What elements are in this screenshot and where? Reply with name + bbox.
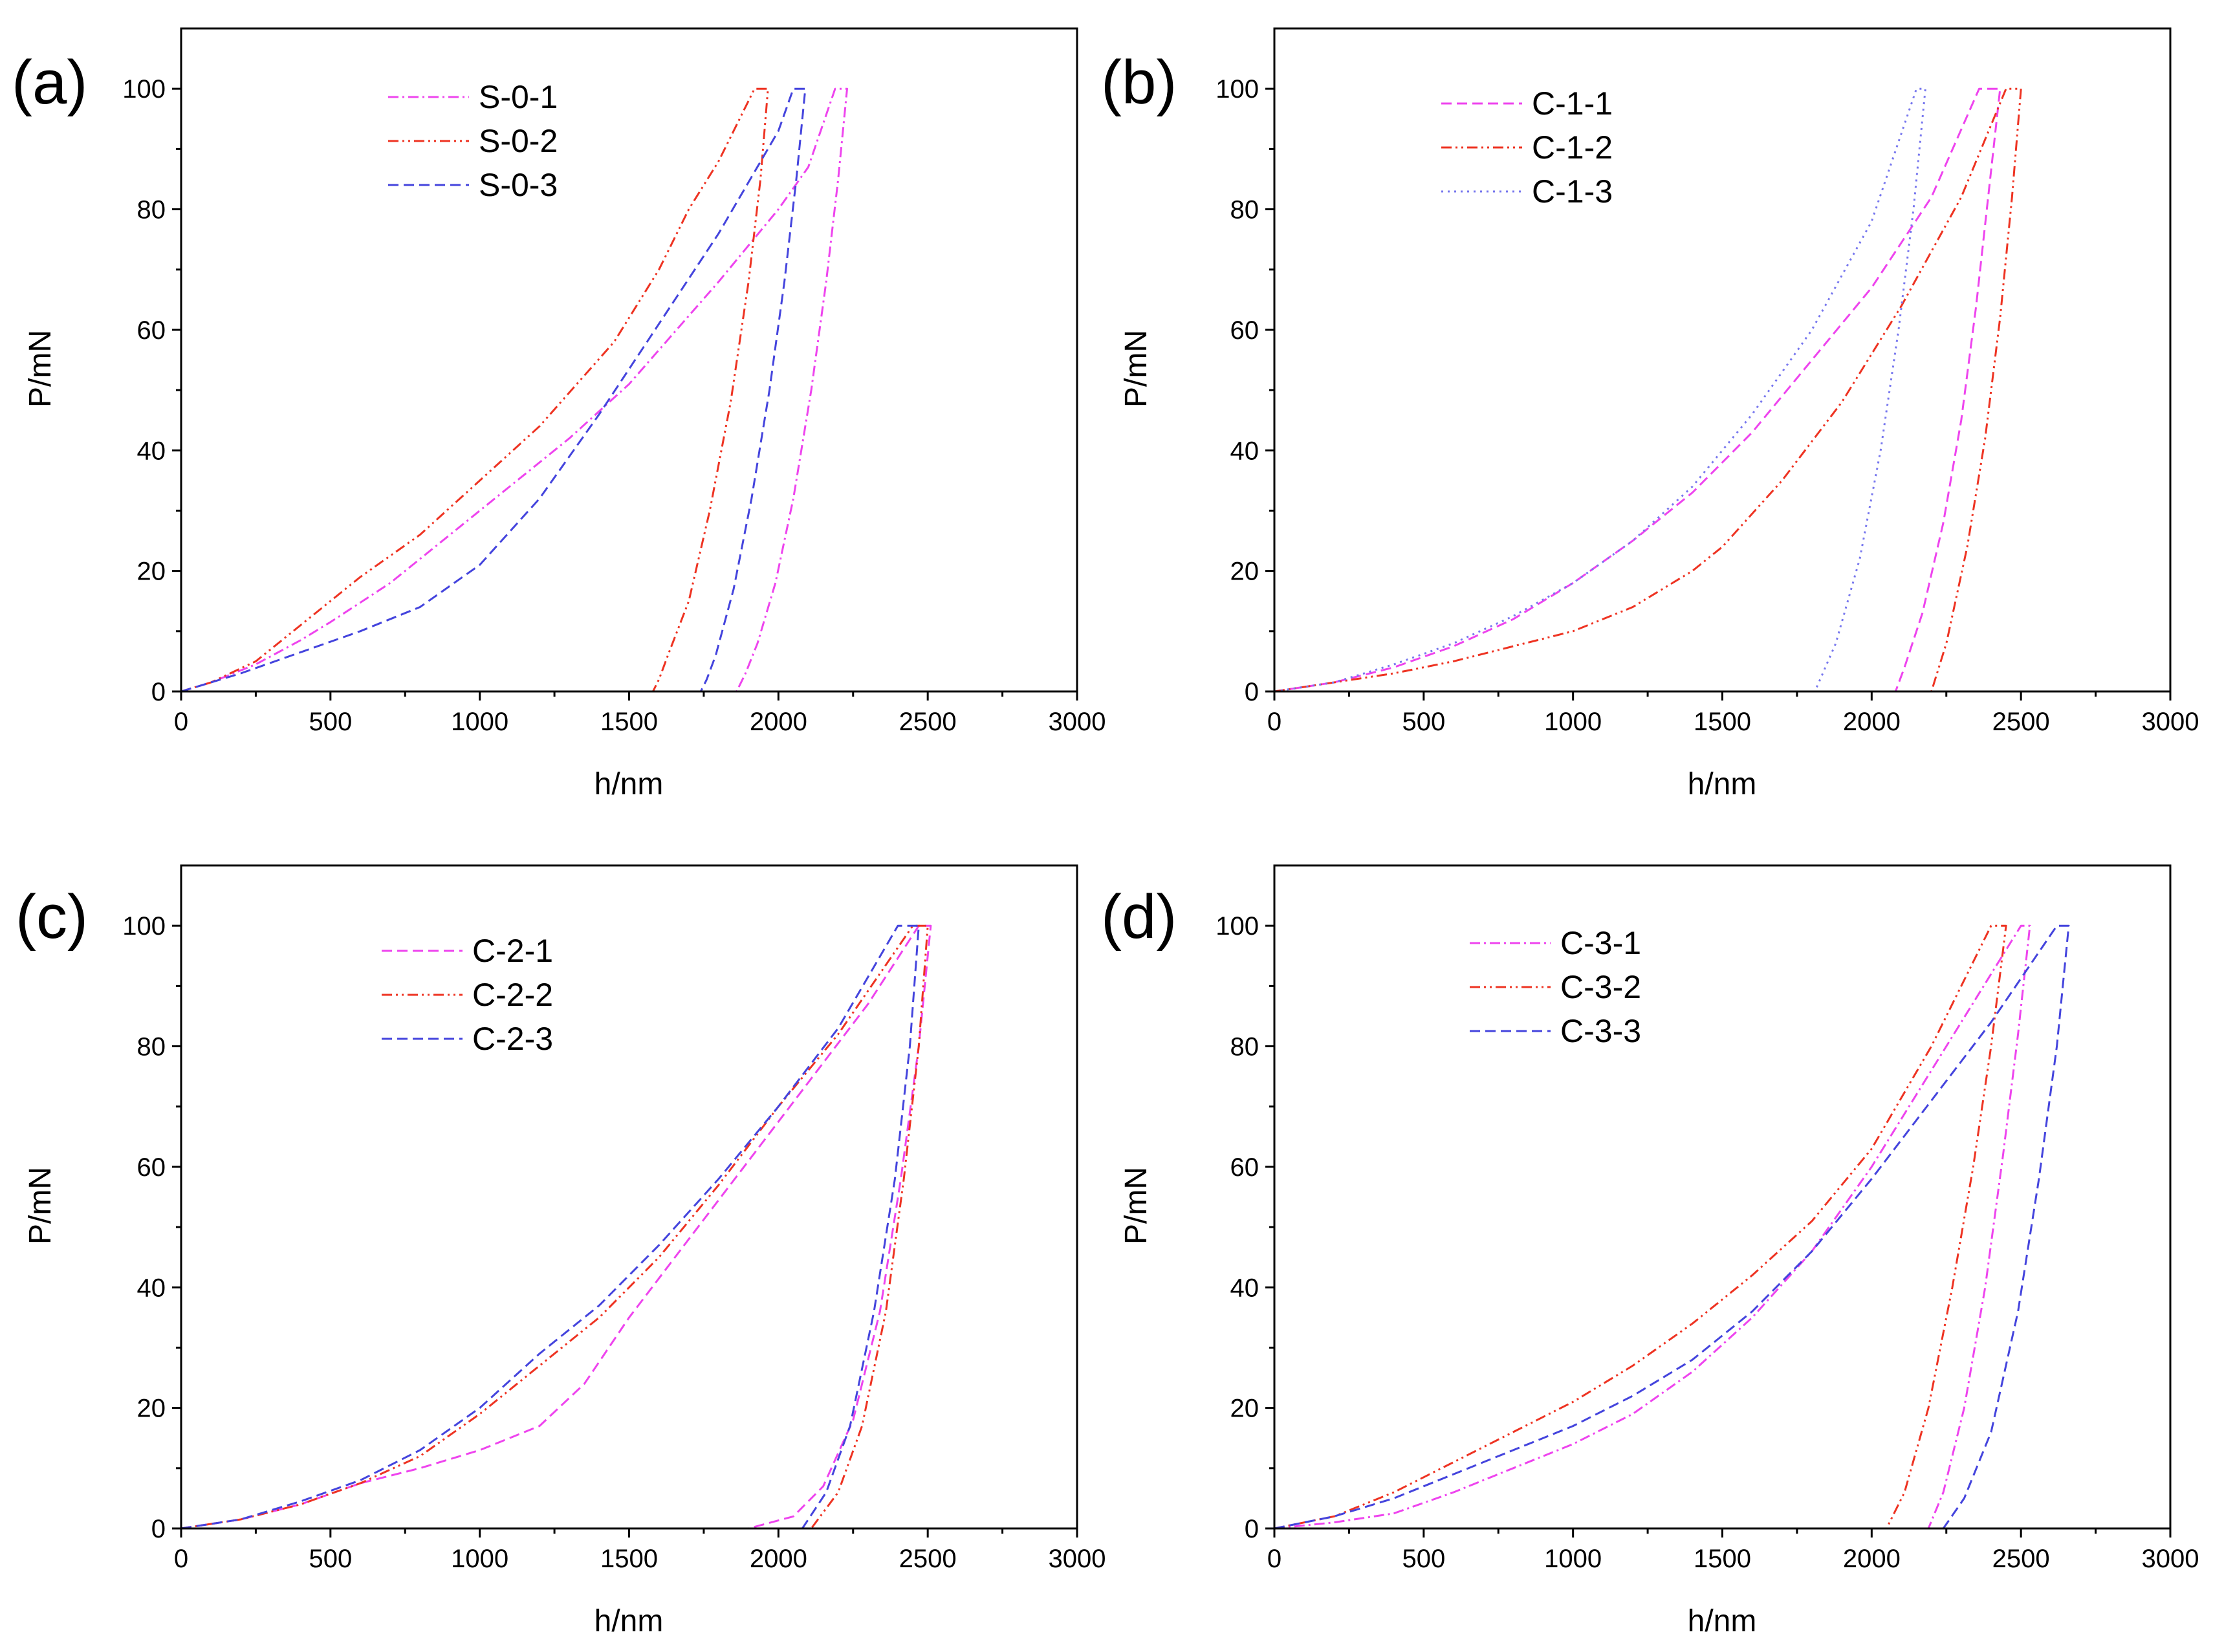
legend-label-S-0-3: S-0-3 [479,167,558,203]
panel-label: (c) [16,882,88,951]
x-tick-label: 1500 [1694,1545,1751,1573]
x-axis-title: h/nm [594,1604,664,1638]
x-tick-label: 500 [1402,1545,1445,1573]
y-tick-label: 100 [1216,75,1259,103]
series-line-S-0-3 [180,87,807,693]
y-tick-label: 40 [1230,1274,1259,1302]
y-tick-label: 60 [1230,316,1259,345]
series-line-C-3-3 [1274,924,2070,1530]
y-tick-label: 20 [137,558,166,586]
panel-3: 0 500 1000 1500 2000 2500 3000 0 20 40 60 80 100 h/nm… [1101,864,2199,1638]
y-tick-label: 0 [151,1515,166,1543]
y-tick-label: 80 [1230,1033,1259,1061]
x-tick-label: 2500 [899,708,957,736]
y-tick-label: 0 [151,678,166,706]
x-tick-label: 3000 [1049,708,1106,736]
legend-label-C-1-2: C-1-2 [1532,129,1613,166]
x-tick-label: 3000 [2142,1545,2199,1573]
x-tick-label: 1500 [1694,708,1751,736]
panel-label: (d) [1101,882,1177,951]
x-tick-label: 1000 [451,708,508,736]
x-tick-label: 2500 [1992,1545,2050,1573]
x-tick-label: 0 [1267,708,1281,736]
y-axis-title: P/mN [23,330,58,408]
x-tick-label: 1000 [451,1545,508,1573]
x-axis-title: h/nm [594,767,664,801]
x-tick-label: 2000 [1843,1545,1901,1573]
y-tick-label: 0 [1245,1515,1259,1543]
x-tick-label: 0 [174,708,188,736]
series-line-C-2-2 [180,924,929,1530]
y-tick-label: 100 [1216,912,1259,940]
y-tick-label: 60 [137,1153,166,1182]
x-tick-label: 1500 [600,1545,658,1573]
x-tick-label: 1000 [1544,708,1602,736]
y-tick-label: 20 [137,1395,166,1423]
series-line-C-2-3 [180,924,920,1530]
y-tick-label: 80 [1230,196,1259,224]
plot-frame [1273,27,2172,693]
series-line-C-1-1 [1274,87,2001,693]
x-tick-label: 1000 [1544,1545,1602,1573]
x-tick-label: 0 [1267,1545,1281,1573]
legend-label-C-2-1: C-2-1 [472,933,553,969]
y-axis-title: P/mN [23,1167,58,1244]
legend-label-S-0-1: S-0-1 [479,79,558,115]
series-line-C-1-2 [1274,87,2022,693]
y-tick-label: 20 [1230,558,1259,586]
panel-label: (b) [1101,48,1177,117]
x-tick-label: 2000 [1843,708,1901,736]
legend-label-C-2-3: C-2-3 [472,1021,553,1057]
panel-0: 0 500 1000 1500 2000 2500 3000 0 20 40 60 80 100 h/nm… [12,27,1106,801]
x-tick-label: 2000 [750,1545,807,1573]
x-axis-title: h/nm [1688,767,1757,801]
y-axis-title: P/mN [1119,330,1153,408]
x-tick-label: 0 [174,1545,188,1573]
legend-label-S-0-2: S-0-2 [479,123,558,159]
panel-label: (a) [12,48,87,117]
x-tick-label: 2000 [750,708,807,736]
series-line-C-3-1 [1274,924,2031,1530]
panel-2: 0 500 1000 1500 2000 2500 3000 0 20 40 60 80 100 h/nm… [16,864,1106,1638]
series-line-S-0-1 [180,87,848,693]
y-tick-label: 20 [1230,1395,1259,1423]
y-tick-label: 100 [122,75,166,103]
y-tick-label: 40 [137,437,166,465]
y-tick-label: 0 [1245,678,1259,706]
series-line-C-1-3 [1274,87,1926,693]
x-tick-label: 1500 [600,708,658,736]
x-tick-label: 500 [309,1545,352,1573]
y-tick-label: 40 [1230,437,1259,465]
x-tick-label: 2500 [1992,708,2050,736]
legend-label-C-1-3: C-1-3 [1532,173,1613,210]
x-axis-title: h/nm [1688,1604,1757,1638]
series-line-C-3-2 [1274,924,2007,1530]
y-tick-label: 60 [137,316,166,345]
legend-label-C-2-2: C-2-2 [472,977,553,1013]
y-axis-title: P/mN [1119,1167,1153,1244]
plot-frame [180,864,1078,1530]
legend-label-C-3-1: C-3-1 [1560,925,1641,961]
legend-label-C-1-1: C-1-1 [1532,85,1613,122]
x-tick-label: 3000 [1049,1545,1106,1573]
series-line-S-0-2 [180,87,769,693]
y-tick-label: 80 [137,1033,166,1061]
x-tick-label: 2500 [899,1545,957,1573]
x-tick-label: 500 [309,708,352,736]
y-tick-label: 80 [137,196,166,224]
x-tick-label: 3000 [2142,708,2199,736]
y-tick-label: 60 [1230,1153,1259,1182]
series-line-C-2-1 [180,924,932,1530]
x-tick-label: 500 [1402,708,1445,736]
legend-label-C-3-2: C-3-2 [1560,969,1641,1005]
plot-frame [180,27,1078,693]
y-tick-label: 100 [122,912,166,940]
y-tick-label: 40 [137,1274,166,1302]
legend-label-C-3-3: C-3-3 [1560,1013,1641,1049]
panel-1: 0 500 1000 1500 2000 2500 3000 0 20 40 60 80 100 h/nm… [1101,27,2199,801]
